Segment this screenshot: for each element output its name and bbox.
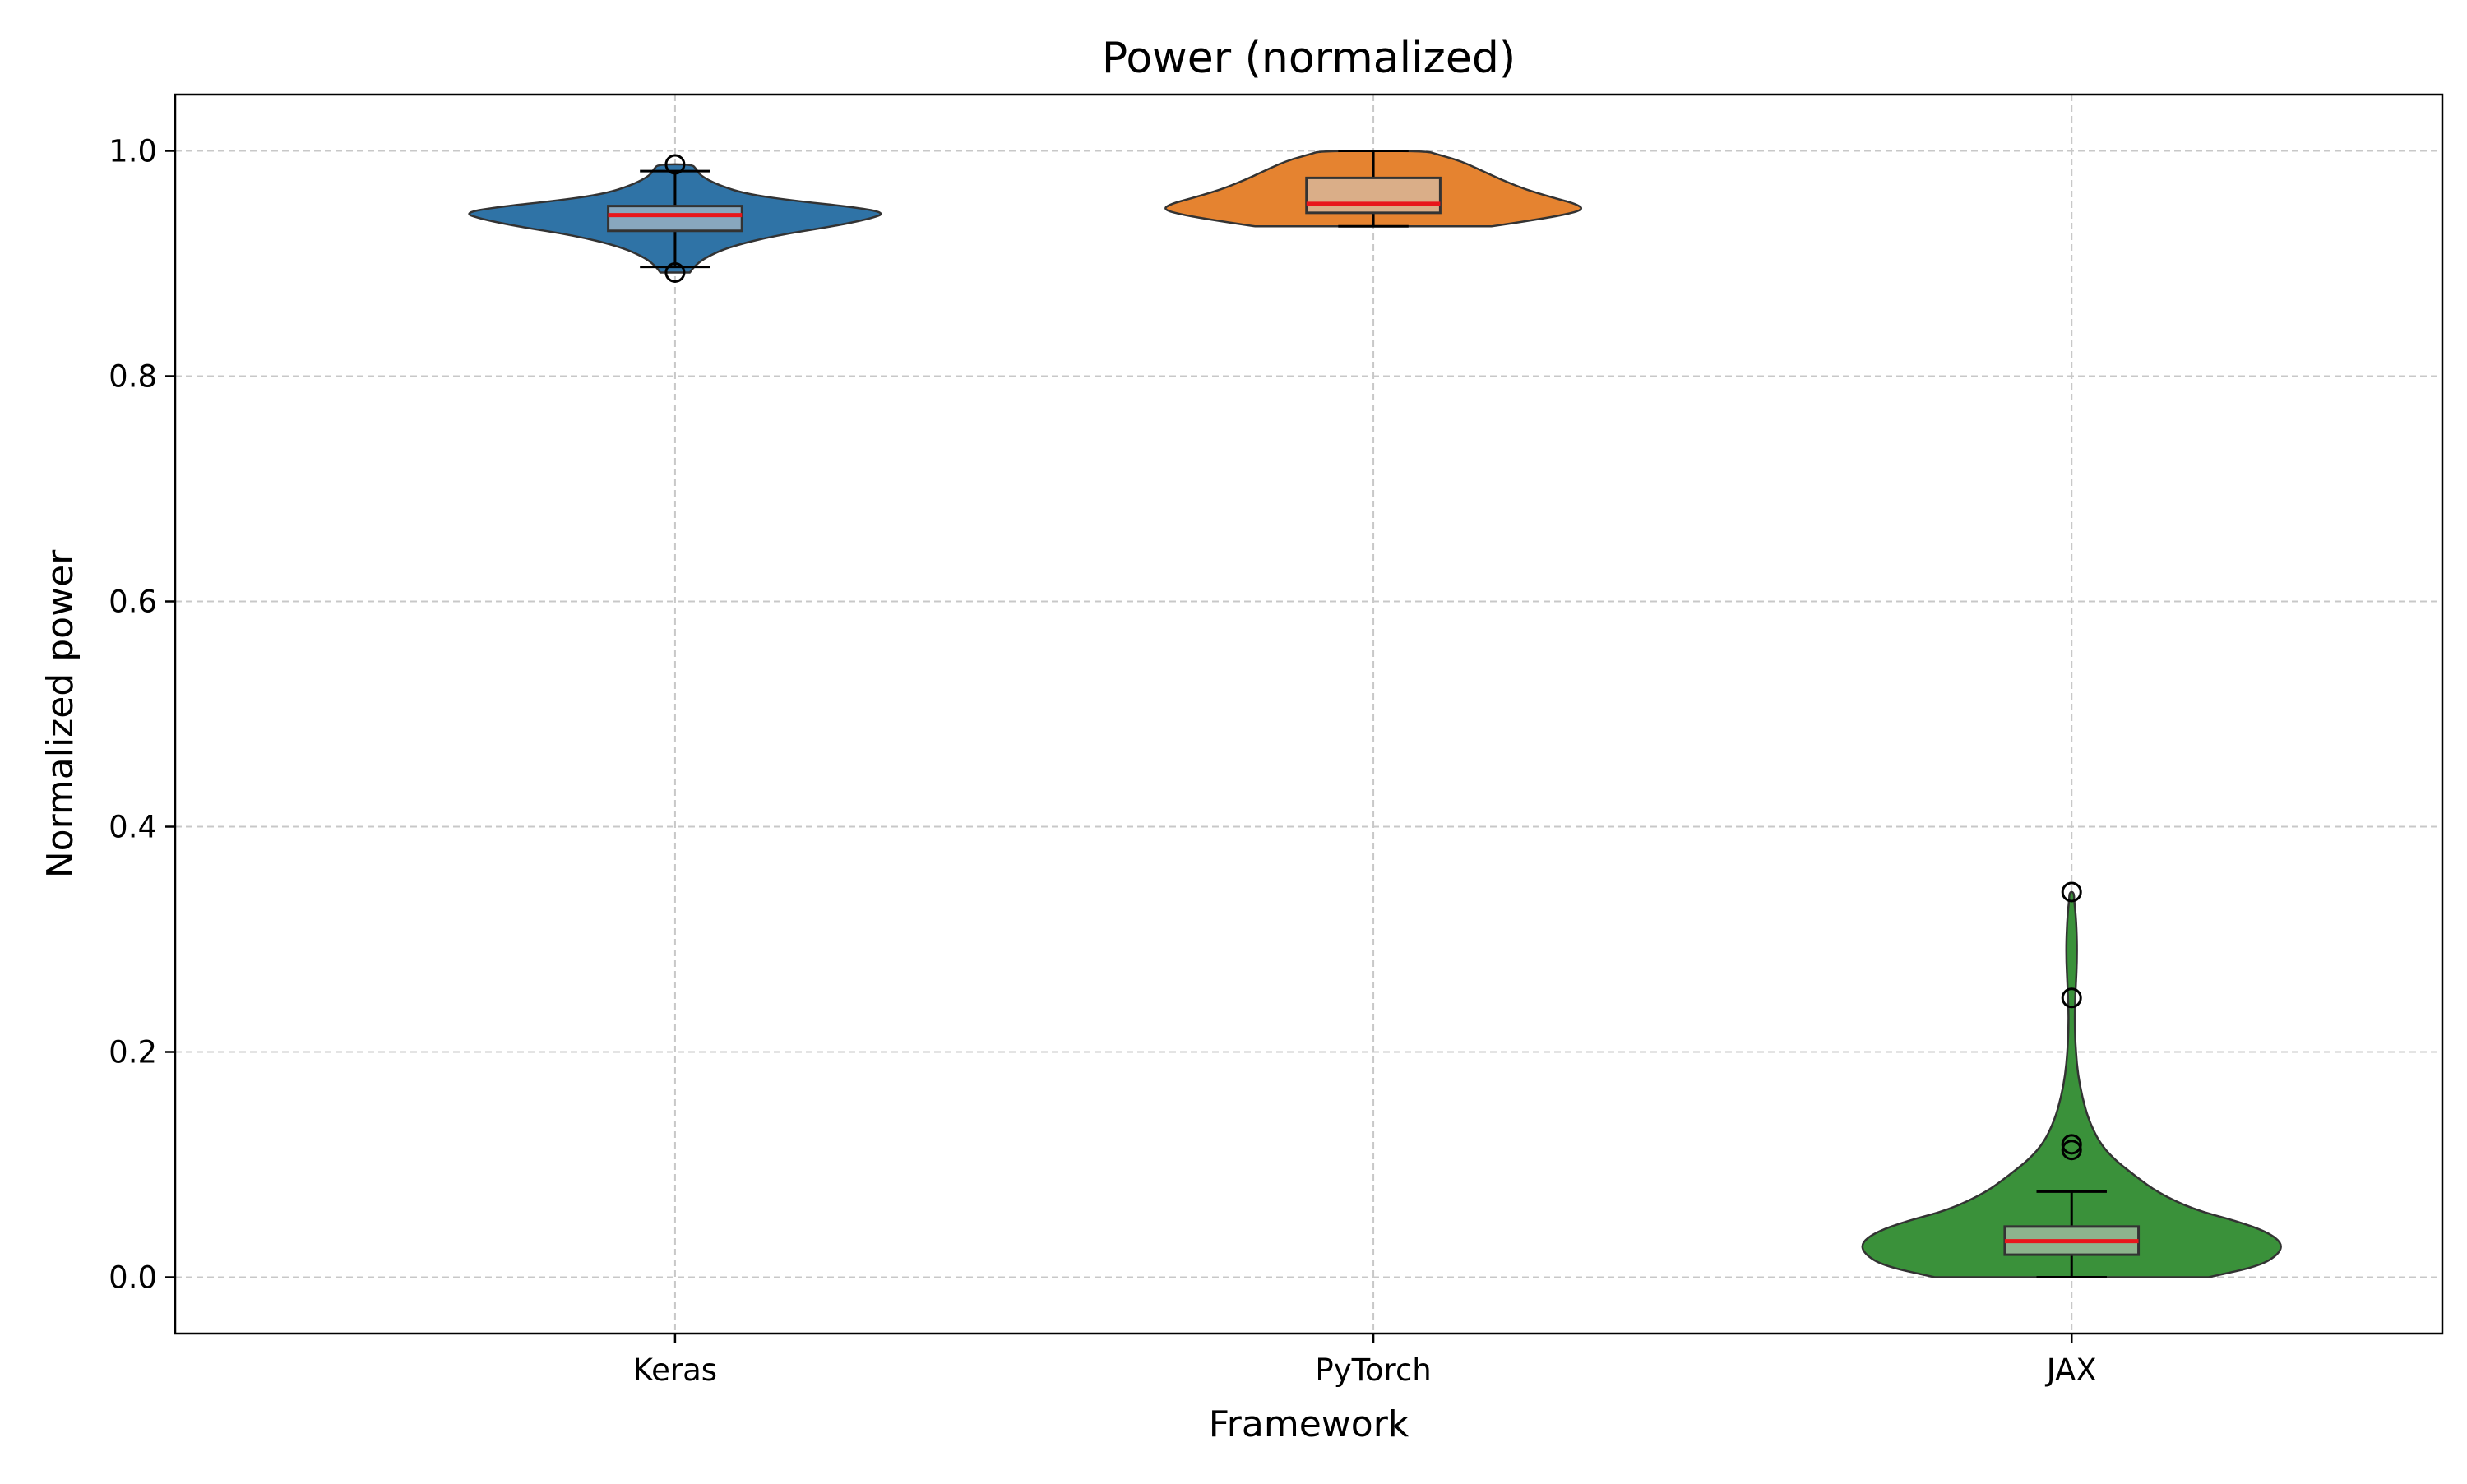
axis-ticks: 0.0 0.2 0.4 0.6 0.8 1.0 Keras PyTorch JAX [109, 134, 2097, 1389]
y-tick-label: 0.8 [109, 359, 157, 395]
x-tick-label: Keras [633, 1352, 717, 1388]
grid-lines [175, 95, 2442, 1334]
outlier-point [2061, 881, 2082, 903]
x-tick-label: PyTorch [1315, 1352, 1431, 1388]
box-plots [607, 150, 2141, 1278]
iqr-box [607, 205, 743, 233]
boxplot-keras [607, 154, 743, 283]
plot-area-frame [174, 93, 2444, 1335]
x-axis-label: Framework [1209, 1403, 1409, 1445]
outlier-point [2061, 987, 2082, 1009]
y-tick-label: 0.6 [109, 585, 157, 620]
outlier-point [2061, 1140, 2082, 1161]
y-axis-label: Normalized power [39, 549, 81, 878]
outlier-point [664, 261, 686, 283]
outlier-point [664, 154, 686, 175]
y-tick-label: 0.2 [109, 1035, 157, 1070]
y-tick-label: 0.4 [109, 810, 157, 845]
y-tick-label: 0.0 [109, 1260, 157, 1296]
boxplot-pytorch [1305, 150, 1442, 228]
y-tick-label: 1.0 [109, 134, 157, 169]
boxplot-jax [2003, 881, 2141, 1278]
x-tick-label: JAX [2045, 1352, 2097, 1388]
chart-title: Power (normalized) [1102, 34, 1516, 83]
outlier-point [2061, 1134, 2082, 1155]
violin-jax [1861, 890, 2282, 1278]
iqr-box [1305, 176, 1442, 215]
